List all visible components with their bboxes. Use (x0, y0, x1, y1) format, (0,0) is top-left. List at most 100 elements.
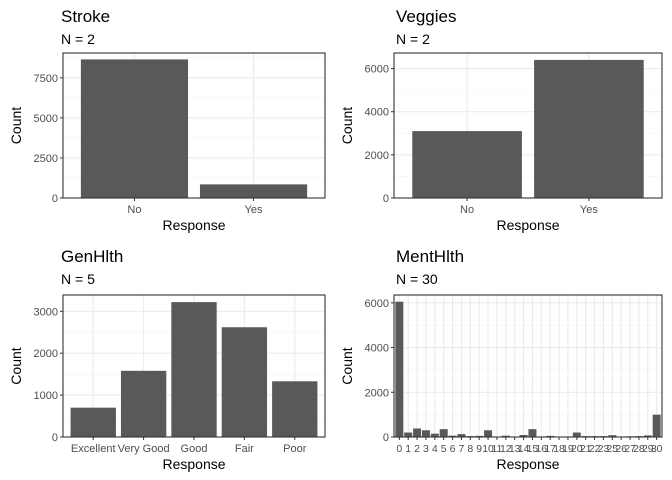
bar-4 (430, 433, 439, 437)
y-axis-label: Count (339, 107, 355, 144)
plot-border (393, 52, 663, 199)
plot-background (394, 295, 662, 437)
x-tick-label: No (460, 204, 474, 216)
x-tick-label: 2 (414, 443, 420, 455)
y-tick-label: 0 (383, 432, 389, 444)
bar-no (412, 131, 522, 198)
y-axis-label: Count (339, 347, 355, 384)
x-tick-label: 14 (518, 443, 530, 455)
x-tick-label: Good (181, 443, 208, 455)
x-tick-label: 11 (491, 443, 502, 455)
x-tick-label: 18 (553, 443, 565, 455)
x-tick-label: 27 (624, 443, 636, 455)
bar-yes (199, 184, 308, 198)
x-tick-label: 28 (633, 443, 645, 455)
chart-subtitle: N = 5 (61, 271, 95, 287)
chart-title: GenHlth (61, 247, 123, 266)
x-tick-label: 15 (527, 443, 539, 455)
x-axis-label: Response (496, 456, 559, 472)
x-tick-label: 8 (467, 443, 473, 455)
y-axis-label: Count (8, 347, 24, 384)
x-tick-label: 26 (615, 443, 627, 455)
chart-title: Stroke (61, 7, 110, 26)
chart-title: Veggies (396, 7, 457, 26)
plot-border (393, 294, 663, 438)
y-tick-label: 5000 (34, 113, 58, 125)
bar-3 (421, 430, 430, 437)
x-tick-label: 0 (396, 443, 402, 455)
x-axis-label: Response (162, 456, 225, 472)
x-tick-label: 25 (606, 443, 618, 455)
y-tick-label: 3000 (34, 306, 58, 318)
bar-0 (395, 301, 404, 437)
chart-subtitle: N = 30 (396, 271, 438, 287)
bar-20 (572, 432, 581, 437)
x-tick-label: No (127, 204, 141, 216)
chart-subtitle: N = 2 (396, 31, 430, 47)
chart-panel-3: GenHlth N = 5 0 1000 2000 3000 Excellent Very G… (8, 247, 326, 472)
x-tick-label: Excellent (71, 443, 116, 455)
bar-5 (439, 429, 448, 437)
bar-25 (608, 435, 617, 437)
bar-15 (528, 429, 537, 437)
y-axis-label: Count (8, 107, 24, 144)
bar-30 (652, 414, 661, 437)
bar-no (80, 59, 189, 198)
x-tick-label: 7 (459, 443, 465, 455)
x-tick-label: 21 (580, 443, 592, 455)
x-tick-label: 17 (544, 443, 556, 455)
x-tick-label: Fair (235, 443, 254, 455)
y-tick-label: 2000 (34, 348, 58, 360)
y-tick-label: 7500 (34, 73, 58, 85)
chart-panel-1: Stroke N = 2 0 2500 5000 7500 No Yes Response Cou… (8, 7, 326, 233)
x-tick-label: 4 (432, 443, 438, 455)
bar-good (171, 302, 217, 437)
bar-9 (475, 435, 484, 437)
y-tick-label: 6000 (365, 64, 389, 76)
y-tick-label: 0 (52, 193, 58, 205)
chart-subtitle: N = 2 (61, 31, 95, 47)
bar-1 (404, 432, 413, 437)
y-tick-label: 0 (383, 193, 389, 205)
x-tick-label: Very Good (118, 443, 170, 455)
chart-panel-2: Veggies N = 2 0 2000 4000 6000 No Yes Response Co… (339, 7, 663, 233)
x-axis-label: Response (496, 217, 559, 233)
x-axis-label: Response (162, 217, 225, 233)
x-tick-label: 1 (405, 443, 411, 455)
x-tick-label: 29 (642, 443, 654, 455)
bar-7 (457, 434, 466, 437)
x-tick-label: 9 (476, 443, 482, 455)
x-tick-label: 10 (482, 443, 494, 455)
y-tick-label: 0 (52, 432, 58, 444)
bar-fair (221, 327, 268, 437)
bar-6 (448, 435, 457, 437)
x-tick-label: 6 (450, 443, 456, 455)
y-tick-label: 2500 (34, 153, 58, 165)
plot-border (62, 52, 326, 199)
x-tick-label: 22 (589, 443, 601, 455)
x-tick-label: 16 (535, 443, 547, 455)
bar-poor (272, 381, 318, 437)
bar-2 (413, 428, 422, 437)
bar-12 (501, 435, 510, 437)
x-tick-label: 30 (651, 443, 663, 455)
x-tick-label: 5 (441, 443, 447, 455)
chart-title: MentHlth (396, 247, 464, 266)
bar-very-good (120, 370, 167, 437)
x-tick-label: 13 (509, 443, 521, 455)
bar-14 (519, 434, 528, 437)
bar-29 (643, 435, 652, 437)
y-tick-label: 4000 (365, 343, 389, 355)
y-tick-label: 1000 (34, 390, 58, 402)
y-tick-label: 2000 (365, 150, 389, 162)
x-tick-label: Yes (580, 204, 598, 216)
y-tick-label: 2000 (365, 387, 389, 399)
x-tick-label: Yes (245, 204, 263, 216)
x-tick-label: 20 (571, 443, 583, 455)
x-tick-label: 19 (562, 443, 574, 455)
bar-yes (534, 59, 644, 199)
y-tick-label: 4000 (365, 107, 389, 119)
bar-10 (484, 430, 493, 437)
